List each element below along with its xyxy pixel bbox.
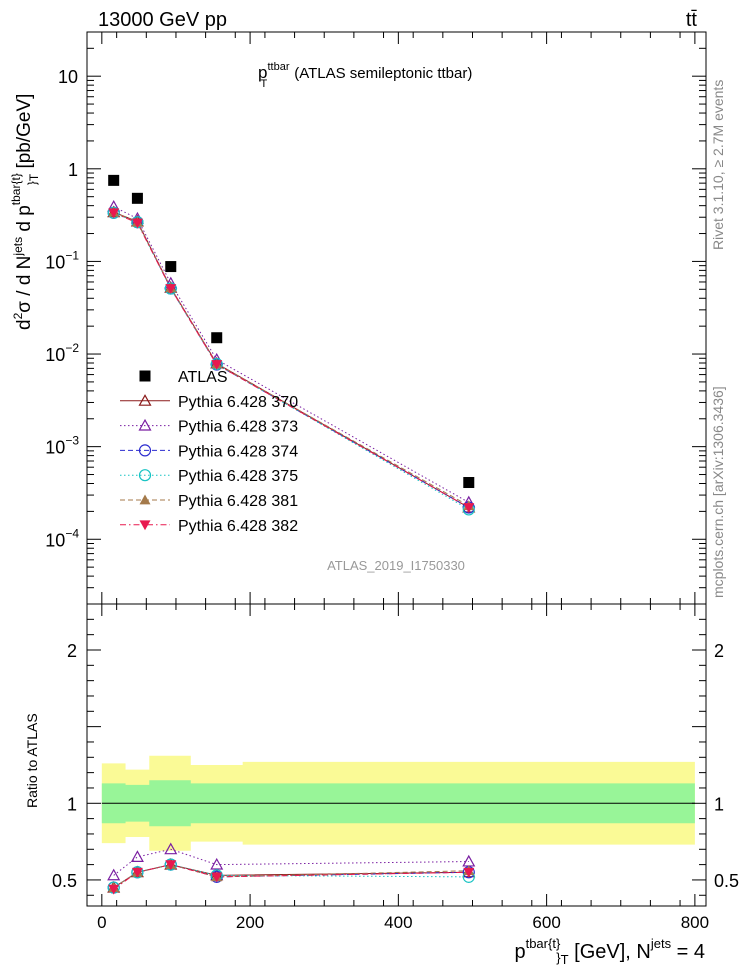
- legend-label-pythia-6-428-373: Pythia 6.428 373: [178, 419, 298, 436]
- ratio-y-axis-label: Ratio to ATLAS: [24, 713, 40, 808]
- legend-marker-atlas: [139, 370, 151, 382]
- main-point-atlas: [131, 192, 143, 204]
- x-tick-label: 200: [236, 913, 264, 932]
- legend-label-pythia-6-428-370: Pythia 6.428 370: [178, 394, 298, 411]
- main-point-pythia-6-428-382: [131, 218, 143, 229]
- legend-label-pythia-6-428-382: Pythia 6.428 382: [178, 518, 298, 535]
- y-tick-label: 10−3: [45, 434, 79, 458]
- axes: 0 200 400 600 800 10 1 10−1 10−2 10−3 10−4 0.5 0.5 1 1…: [45, 31, 739, 932]
- ratio-point-pythia-6-428-373: [210, 857, 224, 870]
- ratio-line-pythia-6-428-373: [113, 848, 469, 876]
- x-tick-label: 0: [97, 913, 106, 932]
- main-line-pythia-6-428-373: [113, 206, 470, 503]
- ratio-point-pythia-6-428-382: [211, 872, 223, 883]
- x-axis-label: ptbar{t}}T [GeV], Njets = 4: [514, 936, 705, 967]
- ratio-point-pythia-6-428-382: [165, 860, 177, 871]
- ratio-point-pythia-6-428-382: [108, 884, 120, 895]
- ratio-point-pythia-6-428-382: [131, 867, 143, 878]
- ratio-point-pythia-6-428-373: [130, 850, 144, 862]
- plot-title-rest: (ATLAS semileptonic ttbar): [294, 65, 472, 82]
- y-tick-label: 1: [68, 160, 78, 180]
- x-tick-label: 800: [681, 913, 709, 932]
- main-line-pythia-6-428-374: [113, 212, 470, 508]
- legend-marker-pythia-6-428-375: [138, 469, 152, 482]
- main-y-axis-label: d2σ / d Njets d ptbar{t}}T [pb/GeV]: [9, 94, 41, 330]
- legend-label-pythia-6-428-374: Pythia 6.428 374: [178, 443, 298, 460]
- legend-marker-pythia-6-428-381: [139, 494, 151, 505]
- main-point-pythia-6-428-382: [165, 284, 177, 295]
- main-point-pythia-6-428-382: [108, 208, 120, 219]
- legend-marker-pythia-6-428-374: [138, 444, 152, 457]
- rivet-label: Rivet 3.1.10, ≥ 2.7M events: [710, 80, 726, 250]
- ratio-y-tick-label-right: 0.5: [714, 871, 739, 891]
- header-right-label: tt̄: [686, 9, 698, 31]
- ratio-bands: [101, 755, 695, 851]
- main-point-atlas: [211, 332, 223, 344]
- analysis-id-label: ATLAS_2019_I1750330: [327, 558, 465, 573]
- legend-marker-pythia-6-428-370: [138, 394, 152, 406]
- legend-marker-pythia-6-428-382: [139, 520, 151, 531]
- main-line-pythia-6-428-375: [113, 212, 470, 510]
- ratio-point-pythia-6-428-373: [107, 868, 121, 881]
- y-tick-label: 10−1: [45, 248, 79, 272]
- ratio-y-tick-label: 1: [67, 794, 77, 814]
- ratio-y-tick-label-right: 2: [714, 641, 724, 661]
- ratio-y-tick-label: 0.5: [52, 871, 77, 891]
- x-tick-label: 400: [384, 913, 412, 932]
- ratio-y-tick-label-right: 1: [714, 794, 724, 814]
- ratio-markers: [107, 842, 476, 895]
- y-tick-label: 10−2: [45, 341, 79, 365]
- main-point-atlas: [463, 477, 475, 489]
- x-tick-label: 600: [532, 913, 560, 932]
- plot-title-main: p: [258, 63, 267, 82]
- plot-title-sub: T: [260, 78, 267, 90]
- mcplots-label: mcplots.cern.ch [arXiv:1306.3436]: [710, 386, 726, 598]
- ratio-y-tick-label: 2: [67, 641, 77, 661]
- main-series-lines: [113, 206, 470, 510]
- ratio-frame: [86, 603, 707, 907]
- plot-title: pttbar T (ATLAS semileptonic ttbar): [258, 61, 472, 90]
- main-line-pythia-6-428-370: [113, 211, 470, 508]
- legend-marker-pythia-6-428-373: [138, 418, 152, 431]
- header-left-label: 13000 GeV pp: [98, 9, 227, 31]
- plot-title-sup: ttbar: [267, 61, 289, 73]
- main-markers: [107, 174, 476, 516]
- main-point-pythia-6-428-382: [211, 360, 223, 371]
- main-point-atlas: [165, 261, 177, 273]
- main-point-pythia-6-428-382: [463, 503, 475, 514]
- ratio-point-pythia-6-428-373: [462, 854, 476, 867]
- legend-label-pythia-6-428-381: Pythia 6.428 381: [178, 493, 298, 510]
- ratio-line-pythia-6-428-381: [113, 864, 469, 889]
- main-line-pythia-6-428-382: [113, 212, 470, 508]
- y-tick-label: 10−4: [45, 526, 79, 550]
- legend-label-atlas: ATLAS: [178, 369, 228, 386]
- legend-label-pythia-6-428-375: Pythia 6.428 375: [178, 468, 298, 485]
- ratio-point-pythia-6-428-373: [164, 842, 178, 855]
- main-line-pythia-6-428-381: [113, 211, 470, 507]
- main-point-atlas: [108, 174, 120, 186]
- y-tick-label: 10: [58, 67, 78, 87]
- ratio-point-pythia-6-428-382: [463, 867, 475, 878]
- legend: ATLAS Pythia 6.428 370 Pythia 6.428 373 Pyt…: [120, 369, 298, 535]
